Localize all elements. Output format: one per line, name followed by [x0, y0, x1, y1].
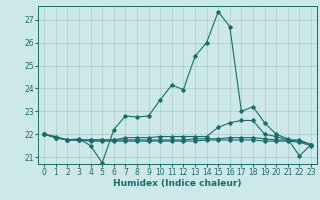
X-axis label: Humidex (Indice chaleur): Humidex (Indice chaleur)	[113, 179, 242, 188]
